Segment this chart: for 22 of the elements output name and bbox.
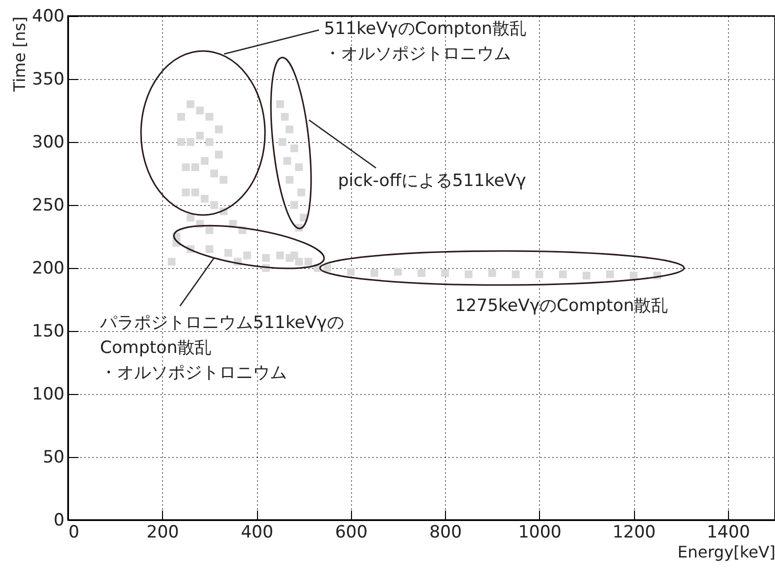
y-tick-label: 350 xyxy=(32,70,64,90)
x-tick-label: 400 xyxy=(240,522,274,542)
y-tick-label: 250 xyxy=(32,196,64,216)
y-tick-label: 100 xyxy=(32,384,64,404)
y-tick-label: 150 xyxy=(32,322,64,342)
x-tick-label: 1400 xyxy=(706,522,750,542)
x-tick-label: 800 xyxy=(429,522,462,542)
y-axis-title: Time [ns] xyxy=(10,16,30,93)
annotation: 511keVγのCompton散乱・オルソポジトロニウム xyxy=(324,19,526,64)
x-axis-title: Energy[keV] xyxy=(678,542,775,562)
y-tick-label: 300 xyxy=(32,132,64,152)
annotation: パラポジトロニウム511keVγのCompton散乱・オルソポジトロニウム xyxy=(99,313,344,383)
annotation: 1275keVγのCompton散乱 xyxy=(455,296,668,316)
x-tick-label: 200 xyxy=(146,522,179,542)
x-tick-label: 600 xyxy=(335,522,368,542)
x-tick-label: 0 xyxy=(68,522,80,542)
annotation: pick-offによる511keVγ xyxy=(338,171,526,191)
x-tick-label: 1200 xyxy=(612,522,656,542)
x-tick-label: 1000 xyxy=(518,522,562,542)
y-tick-label: 400 xyxy=(32,6,64,26)
y-tick-label: 200 xyxy=(32,258,64,278)
y-tick-label: 50 xyxy=(42,448,64,468)
